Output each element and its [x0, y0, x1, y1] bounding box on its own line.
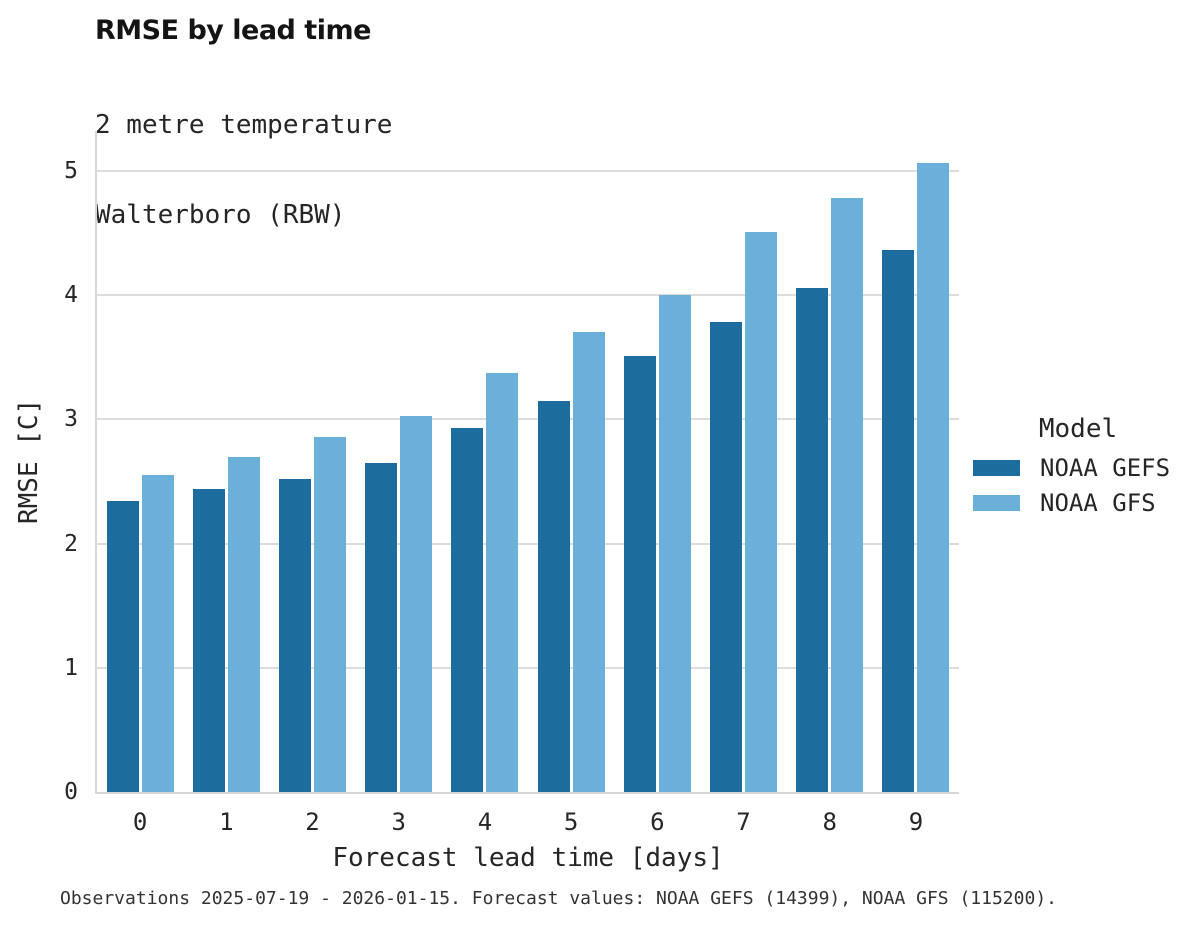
x-tick-label-8: 8: [822, 808, 837, 836]
bar-noaa-gfs-day-3: [400, 415, 433, 792]
legend-label: NOAA GEFS: [1040, 454, 1171, 482]
footer-caption: Observations 2025-07-19 - 2026-01-15. Fo…: [60, 888, 1057, 909]
y-tick-label-5: 5: [64, 157, 78, 184]
chart-subtitle: 2 metre temperature Walterboro (RBW): [95, 50, 392, 260]
bar-group-day-0: [97, 131, 183, 792]
x-tick-label-7: 7: [736, 808, 751, 836]
legend-entry-noaa-gfs: NOAA GFS: [973, 489, 1183, 517]
bar-noaa-gefs-day-1: [192, 488, 225, 792]
legend-label: NOAA GFS: [1040, 489, 1156, 517]
legend-swatch-noaa-gefs: [973, 460, 1020, 476]
bar-group-day-7: [700, 131, 786, 792]
bar-noaa-gefs-day-6: [623, 355, 656, 792]
bar-noaa-gfs-day-8: [831, 198, 864, 792]
legend-entries: NOAA GEFS NOAA GFS: [973, 454, 1183, 517]
x-axis-tick-labels: 0 1 2 3 4 5 6 7 8 9: [97, 808, 959, 836]
gridline-3: [97, 418, 959, 421]
bar-group-day-5: [528, 131, 614, 792]
y-tick-label-3: 3: [64, 406, 78, 433]
legend-swatch-noaa-gfs: [973, 495, 1020, 511]
bar-noaa-gfs-day-0: [141, 475, 174, 792]
gridline-2: [97, 542, 959, 545]
x-tick-label-6: 6: [650, 808, 665, 836]
chart-subtitle-line-2: Walterboro (RBW): [95, 200, 346, 230]
legend-entry-noaa-gefs: NOAA GEFS: [973, 454, 1183, 482]
bar-group-day-8: [787, 131, 873, 792]
x-tick-label-5: 5: [563, 808, 579, 836]
bar-groups: [97, 131, 959, 792]
bar-noaa-gfs-day-9: [917, 163, 950, 792]
bar-noaa-gfs-day-2: [314, 436, 346, 792]
chart-subtitle-line-1: 2 metre temperature: [95, 110, 393, 140]
bar-group-day-4: [442, 131, 528, 792]
bar-noaa-gfs-day-6: [658, 295, 691, 792]
bar-noaa-gfs-day-4: [486, 373, 519, 792]
bar-noaa-gfs-day-7: [745, 231, 778, 792]
bar-noaa-gefs-day-2: [279, 478, 311, 792]
plot-area: [95, 131, 959, 794]
x-tick-label-4: 4: [477, 808, 493, 836]
x-tick-label-9: 9: [908, 808, 924, 836]
legend-title: Model: [1038, 414, 1118, 444]
bar-noaa-gefs-day-3: [365, 462, 398, 792]
y-tick-label-1: 1: [64, 654, 78, 681]
bar-noaa-gefs-day-4: [451, 427, 484, 792]
y-tick-label-2: 2: [64, 530, 78, 557]
chart-title: RMSE by lead time: [95, 15, 371, 46]
x-tick-label-2: 2: [305, 808, 320, 836]
bar-noaa-gefs-day-8: [796, 287, 829, 792]
bar-noaa-gfs-day-1: [227, 456, 260, 792]
gridline-4: [97, 294, 959, 297]
y-tick-label-0: 0: [64, 779, 78, 805]
gridline-5: [97, 169, 959, 172]
bar-noaa-gefs-day-7: [710, 322, 743, 792]
x-tick-label-1: 1: [219, 808, 234, 836]
bar-noaa-gfs-day-5: [572, 332, 605, 792]
bar-group-day-1: [183, 131, 269, 792]
bar-noaa-gefs-day-9: [882, 250, 915, 792]
bar-noaa-gefs-day-0: [106, 501, 139, 792]
y-tick-label-4: 4: [64, 282, 78, 309]
bar-group-day-9: [873, 131, 959, 792]
bar-group-day-2: [269, 131, 355, 792]
y-axis-tick-labels: 0 1 2 3 4 5: [28, 131, 78, 805]
gridline-1: [97, 666, 959, 669]
bar-noaa-gefs-day-5: [537, 400, 570, 792]
bar-group-day-3: [356, 131, 442, 792]
bar-group-day-6: [614, 131, 700, 792]
x-axis-label: Forecast lead time [days]: [332, 843, 724, 873]
x-tick-label-3: 3: [391, 808, 406, 836]
x-tick-label-0: 0: [132, 808, 148, 836]
legend: Model NOAA GEFS NOAA GFS: [973, 414, 1183, 526]
